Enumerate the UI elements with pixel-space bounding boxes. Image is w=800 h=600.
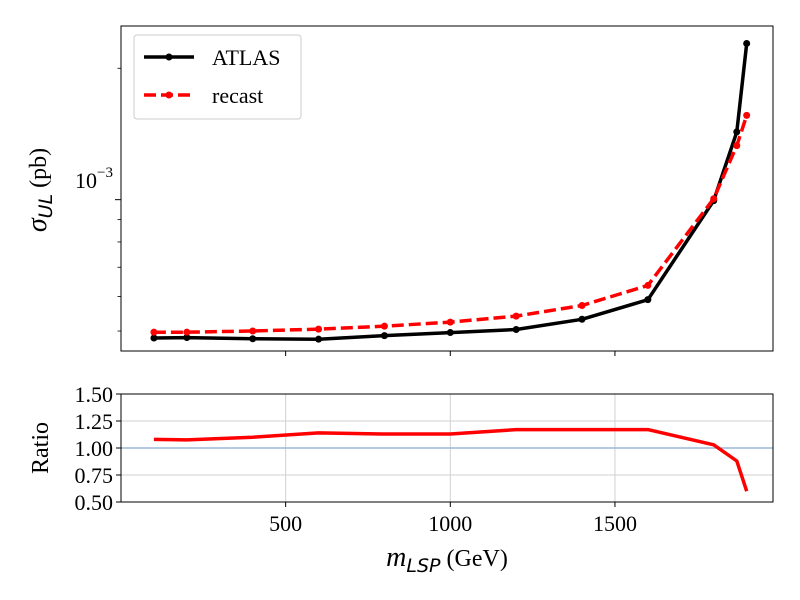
data-point-recast	[710, 195, 718, 203]
legend-recast-marker	[165, 91, 173, 99]
top-ytick-label: 10−3	[75, 165, 113, 193]
xtick-label: 1000	[428, 511, 472, 536]
data-point-recast	[315, 325, 323, 333]
top-panel: 10−3 σUL (pb) ATLAS recast	[22, 25, 774, 356]
data-point-atlas	[578, 315, 586, 323]
data-point-atlas	[446, 329, 454, 337]
legend: ATLAS recast	[133, 34, 302, 120]
top-ylabel: σUL (pb)	[22, 148, 57, 232]
bottom-ylabel: Ratio	[28, 422, 54, 474]
data-point-recast	[578, 302, 586, 310]
data-point-atlas	[644, 296, 652, 304]
xlabel: mLSP (GeV)	[386, 542, 508, 577]
legend-atlas-marker	[165, 53, 173, 61]
data-point-recast	[150, 328, 158, 336]
ytick-label: 0.75	[75, 463, 114, 488]
data-point-recast	[446, 318, 454, 326]
legend-recast-label: recast	[212, 83, 263, 108]
data-point-recast	[380, 322, 388, 330]
data-point-recast	[512, 312, 520, 320]
data-point-recast	[183, 328, 191, 336]
data-point-recast	[743, 111, 751, 119]
data-point-atlas	[315, 335, 323, 343]
xtick-label: 1500	[593, 511, 637, 536]
data-point-recast	[733, 142, 741, 150]
data-point-recast	[249, 327, 257, 335]
data-point-atlas	[743, 39, 751, 47]
data-point-atlas	[733, 128, 741, 136]
xtick-label: 500	[269, 511, 302, 536]
top-plot-frame	[120, 25, 774, 352]
data-point-recast	[644, 281, 652, 289]
ytick-label: 1.00	[75, 436, 114, 461]
data-point-atlas	[249, 335, 257, 343]
data-point-atlas	[512, 326, 520, 334]
series-line-recast	[153, 114, 749, 334]
bottom-panel: 500 1000 1500 0.500.751.001.251.50 Ratio mL…	[28, 382, 774, 577]
ytick-label: 0.50	[75, 490, 114, 515]
ratio-line	[153, 427, 749, 492]
ytick-label: 1.25	[75, 409, 114, 434]
ytick-label: 1.50	[75, 382, 114, 407]
data-point-atlas	[183, 334, 191, 342]
data-point-atlas	[380, 332, 388, 340]
data-point-atlas	[150, 334, 158, 342]
legend-atlas-label: ATLAS	[212, 45, 280, 70]
